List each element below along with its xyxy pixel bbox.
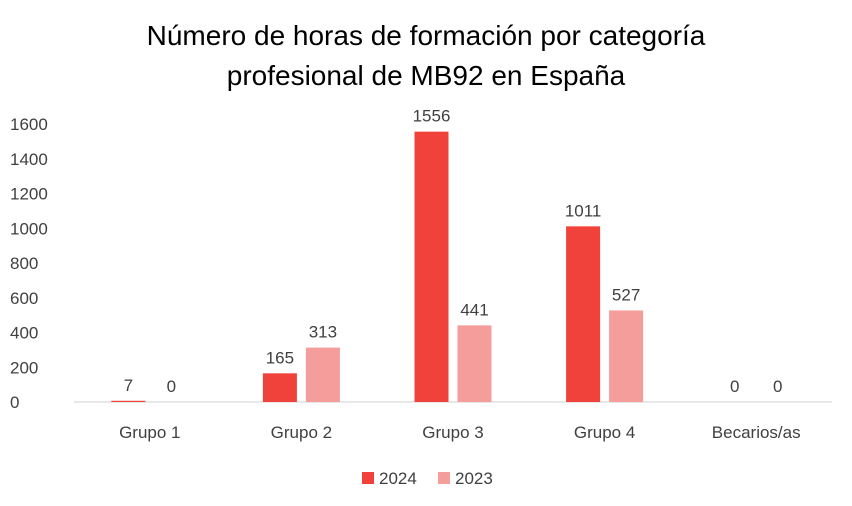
y-tick-label: 1600 [10,115,48,134]
x-category-label: Grupo 2 [271,423,332,442]
x-category-label: Grupo 1 [119,423,180,442]
bar-2024-2 [262,373,297,402]
y-tick-label: 1400 [10,150,48,169]
data-label-2024-4: 1011 [565,201,602,220]
legend-swatch-2023 [438,472,450,484]
data-label-2023-4: 527 [612,285,640,304]
y-tick-label: 200 [10,358,38,377]
y-tick-label: 0 [10,393,19,412]
legend: 2024 2023 [362,469,493,488]
data-label-2024-1: 7 [124,376,133,395]
bars: 7 0 165 313 1556 441 1011 527 0 0 [111,107,782,402]
legend-swatch-2024 [362,472,374,484]
chart-title-line-2: profesional de MB92 en España [227,60,626,91]
y-tick-label: 600 [10,289,38,308]
legend-label-2024: 2024 [379,469,417,488]
x-category-label: Grupo 4 [574,423,635,442]
legend-label-2023: 2023 [455,469,493,488]
x-category-label: Grupo 3 [422,423,483,442]
bar-2023-3 [457,325,492,402]
y-axis-ticks: 0 200 400 600 800 1000 1200 1400 1600 [10,115,48,412]
y-tick-label: 400 [10,324,38,343]
y-tick-label: 1200 [10,185,48,204]
y-tick-label: 1000 [10,219,48,238]
x-axis-categories: Grupo 1 Grupo 2 Grupo 3 Grupo 4 Becarios/as [119,423,801,442]
bar-2024-3 [414,131,449,402]
data-label-2024-3: 1556 [413,107,451,126]
bar-2023-4 [609,310,644,402]
data-label-2024-5: 0 [730,377,739,396]
data-label-2023-2: 313 [309,323,337,342]
data-label-2023-5: 0 [773,377,782,396]
bar-2024-4 [566,226,601,402]
bar-2024-1 [111,400,146,402]
y-tick-label: 800 [10,254,38,273]
chart-title-line-1: Número de horas de formación por categor… [147,20,706,51]
data-label-2023-1: 0 [167,377,176,396]
x-category-label: Becarios/as [712,423,801,442]
data-label-2023-3: 441 [460,300,488,319]
bar-2023-2 [305,347,340,402]
data-label-2024-2: 165 [266,348,294,367]
